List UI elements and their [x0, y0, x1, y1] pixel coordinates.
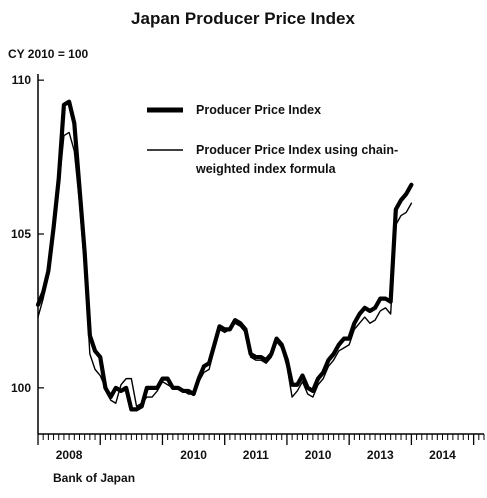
axes: 100 105 110 2008 2010 2011 2010 2013 2014 — [11, 73, 485, 462]
x-tick-label: 2010 — [180, 448, 207, 462]
x-tick-label: 2011 — [243, 448, 269, 462]
source-label: Bank of Japan — [53, 471, 135, 485]
series-line-1 — [35, 99, 414, 412]
legend-label-chain-line1: Producer Price Index using chain- — [196, 143, 398, 157]
y-tick-label: 110 — [12, 73, 32, 87]
series-layer — [35, 99, 414, 412]
y-tick-label: 105 — [11, 227, 31, 241]
legend-label-ppi: Producer Price Index — [196, 103, 321, 117]
x-tick-label: 2013 — [367, 448, 394, 462]
series-line-2 — [37, 131, 413, 408]
unit-label: CY 2010 = 100 — [8, 47, 89, 61]
y-tick-label: 100 — [11, 381, 31, 395]
legend: Producer Price Index Producer Price Inde… — [147, 103, 402, 176]
legend-label-chain-line2: weighted index formula — [195, 162, 337, 176]
chart-title: Japan Producer Price Index — [131, 9, 355, 28]
x-tick-label: 2008 — [56, 448, 83, 462]
legend-label-chain: Producer Price Index using chain- weight… — [195, 143, 402, 176]
x-tick-label: 2014 — [429, 448, 456, 462]
x-tick-label: 2010 — [305, 448, 332, 462]
